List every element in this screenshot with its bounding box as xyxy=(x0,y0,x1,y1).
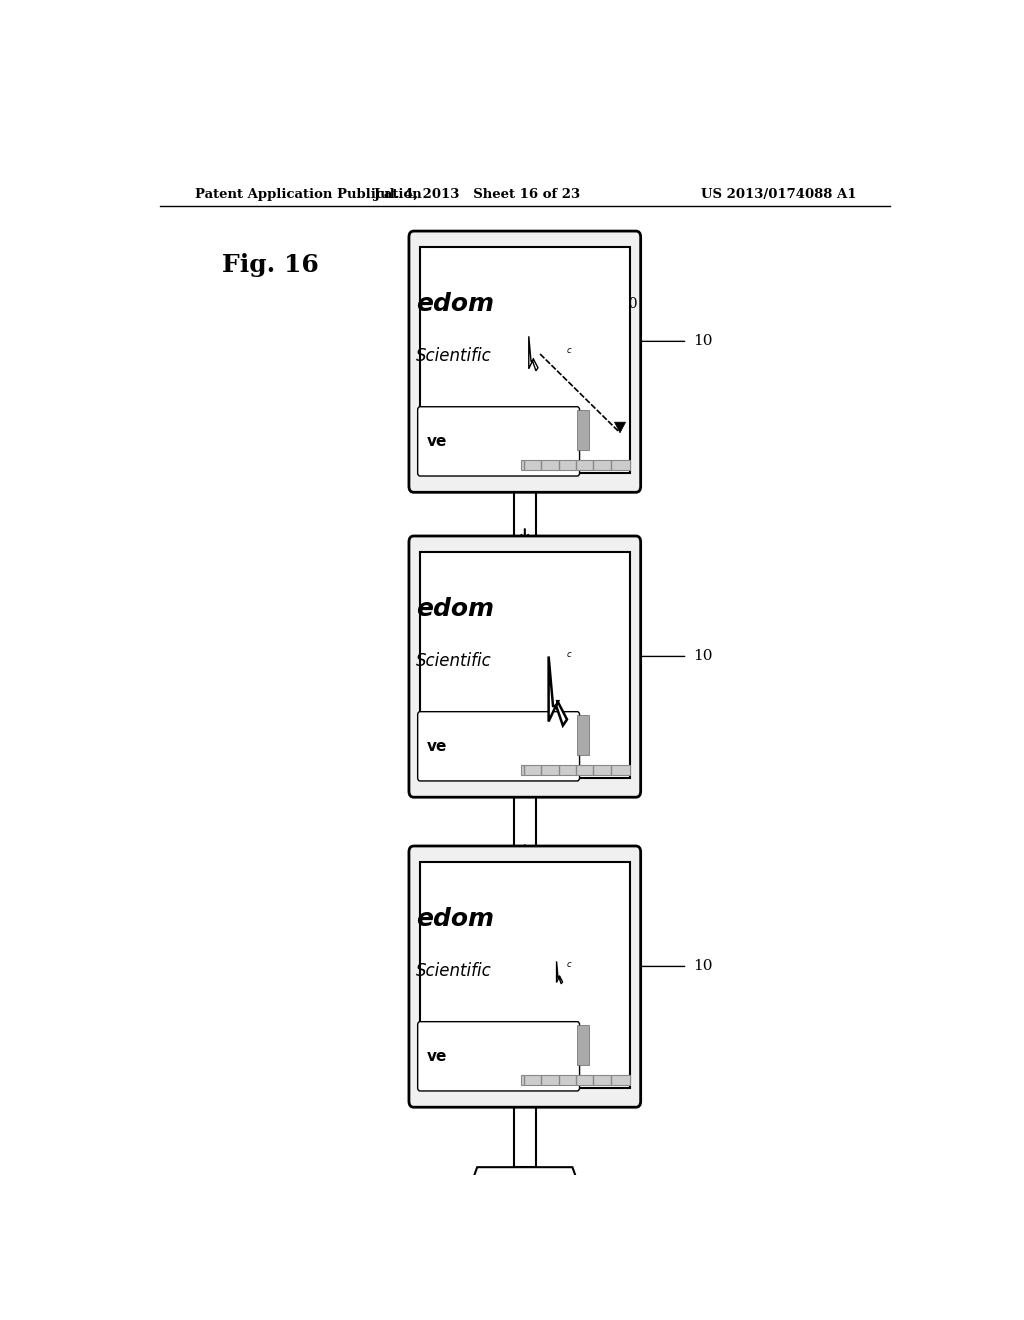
FancyBboxPatch shape xyxy=(520,1074,630,1085)
Text: US 2013/0174088 A1: US 2013/0174088 A1 xyxy=(701,189,856,202)
Text: 10: 10 xyxy=(693,649,713,664)
Text: edom: edom xyxy=(416,907,494,931)
FancyBboxPatch shape xyxy=(578,1024,589,1065)
Text: ve: ve xyxy=(426,1049,446,1064)
Text: edom: edom xyxy=(416,292,494,315)
Text: ve: ve xyxy=(426,434,446,449)
Text: c: c xyxy=(567,961,571,969)
Polygon shape xyxy=(614,422,626,433)
Polygon shape xyxy=(549,656,567,726)
Text: ve: ve xyxy=(426,739,446,754)
Text: Fig. 16: Fig. 16 xyxy=(222,253,319,277)
Text: 10: 10 xyxy=(693,334,713,348)
FancyBboxPatch shape xyxy=(418,407,580,477)
Polygon shape xyxy=(557,961,562,983)
Text: Scientific: Scientific xyxy=(416,347,492,364)
Text: c: c xyxy=(567,651,571,660)
FancyBboxPatch shape xyxy=(578,409,589,450)
FancyBboxPatch shape xyxy=(418,711,580,781)
Text: 80: 80 xyxy=(599,581,616,594)
Text: 60: 60 xyxy=(524,248,542,261)
Text: Jul. 4, 2013   Sheet 16 of 23: Jul. 4, 2013 Sheet 16 of 23 xyxy=(374,189,581,202)
FancyBboxPatch shape xyxy=(514,486,536,552)
Polygon shape xyxy=(469,552,581,574)
Text: 10: 10 xyxy=(693,960,713,973)
FancyBboxPatch shape xyxy=(520,764,630,775)
Text: Patent Application Publication: Patent Application Publication xyxy=(196,189,422,202)
Text: c: c xyxy=(567,346,571,355)
Polygon shape xyxy=(528,337,538,371)
FancyBboxPatch shape xyxy=(578,714,589,755)
FancyBboxPatch shape xyxy=(409,846,641,1107)
Text: Scientific: Scientific xyxy=(416,652,492,669)
FancyBboxPatch shape xyxy=(409,536,641,797)
FancyBboxPatch shape xyxy=(514,1101,536,1167)
FancyBboxPatch shape xyxy=(514,791,536,857)
Text: edom: edom xyxy=(416,597,494,620)
Text: 90: 90 xyxy=(620,297,638,310)
Text: 60: 60 xyxy=(573,886,591,900)
FancyBboxPatch shape xyxy=(420,247,630,473)
Polygon shape xyxy=(469,857,581,879)
FancyBboxPatch shape xyxy=(409,231,641,492)
FancyBboxPatch shape xyxy=(420,552,630,777)
FancyBboxPatch shape xyxy=(418,1022,580,1090)
FancyBboxPatch shape xyxy=(520,459,630,470)
Text: Scientific: Scientific xyxy=(416,961,492,979)
FancyBboxPatch shape xyxy=(420,862,630,1088)
Polygon shape xyxy=(469,1167,581,1189)
